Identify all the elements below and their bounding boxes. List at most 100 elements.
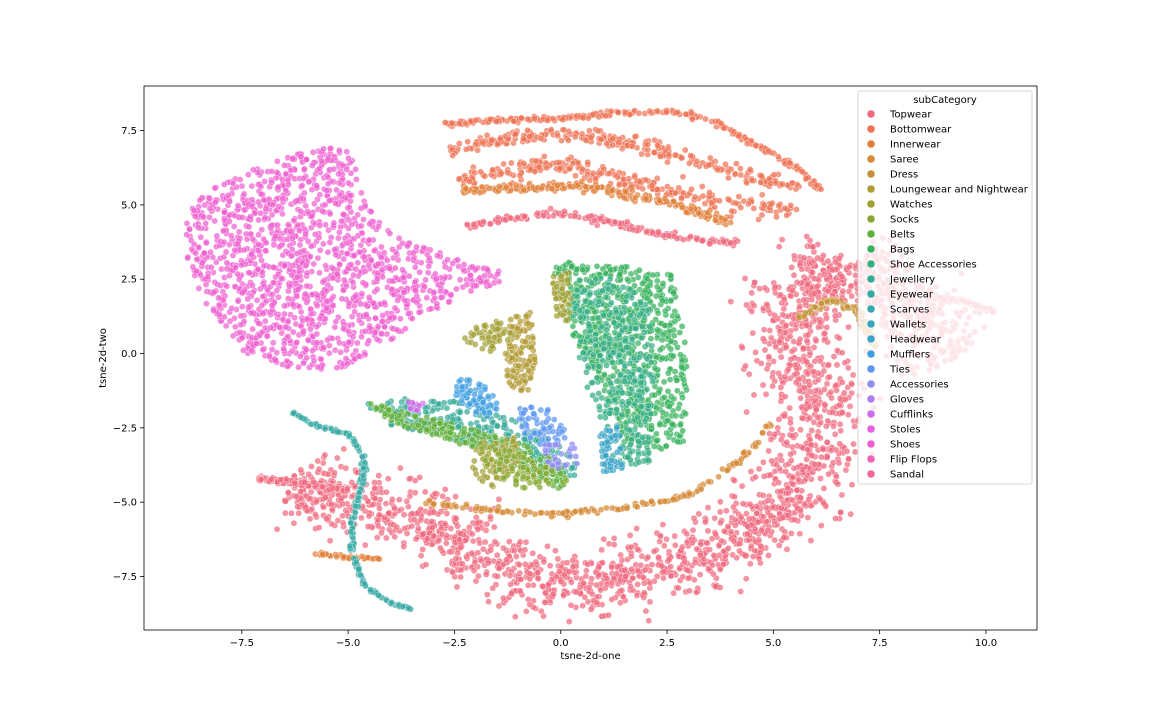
data-point [265, 353, 273, 360]
data-point [457, 573, 464, 581]
data-point [190, 207, 198, 214]
data-point [811, 357, 819, 365]
data-point [309, 148, 317, 156]
data-point [705, 161, 713, 169]
data-point [316, 246, 324, 254]
data-point [758, 191, 766, 199]
data-point [277, 476, 284, 484]
data-point [274, 221, 281, 229]
data-point [569, 160, 577, 167]
data-point [319, 278, 327, 286]
data-point [289, 300, 297, 308]
data-point [411, 287, 419, 294]
data-point [221, 208, 228, 216]
data-point [756, 285, 764, 292]
data-point [232, 264, 239, 271]
data-point [731, 522, 739, 529]
data-point [704, 527, 712, 535]
data-point [348, 479, 356, 486]
data-point [691, 193, 699, 201]
data-point [849, 371, 857, 379]
data-point [488, 137, 496, 144]
data-point [405, 272, 413, 280]
data-point [399, 266, 406, 274]
data-point [348, 221, 355, 228]
data-point [307, 305, 314, 313]
data-point [328, 500, 335, 508]
data-point [817, 434, 824, 442]
data-point [249, 166, 257, 174]
data-point [678, 194, 685, 202]
data-point [835, 334, 843, 342]
data-point [486, 282, 494, 289]
data-point [474, 146, 481, 154]
data-point [473, 519, 481, 527]
data-point [595, 563, 603, 571]
data-point [381, 514, 388, 521]
data-point [663, 108, 670, 116]
data-point [797, 394, 804, 402]
data-point [370, 300, 378, 307]
data-point [834, 280, 842, 288]
data-point [374, 522, 382, 530]
data-point [494, 219, 502, 226]
data-point [587, 134, 595, 142]
data-point [257, 476, 265, 483]
data-point [312, 511, 319, 518]
data-point [246, 269, 254, 277]
data-point [361, 541, 369, 549]
data-point [248, 250, 255, 258]
data-point [259, 346, 267, 354]
data-point [526, 601, 534, 608]
data-point [348, 493, 356, 500]
data-point [393, 523, 401, 531]
data-point [425, 262, 433, 270]
data-point [473, 282, 480, 289]
data-point [611, 218, 619, 226]
data-point [296, 227, 303, 235]
data-point [642, 195, 650, 202]
data-point [262, 317, 269, 325]
data-point [603, 575, 611, 582]
data-point [235, 228, 243, 236]
data-point [590, 216, 598, 224]
data-point [691, 559, 699, 566]
data-point [197, 233, 205, 241]
data-point [819, 446, 827, 453]
data-point [747, 137, 755, 145]
data-point [276, 323, 283, 331]
data-point [269, 291, 276, 298]
data-point [357, 222, 365, 230]
data-point [548, 576, 555, 583]
data-point [234, 297, 242, 305]
data-point [750, 302, 758, 310]
data-point [388, 286, 396, 293]
data-point [762, 504, 770, 512]
data-point [391, 533, 399, 541]
data-point [349, 333, 357, 341]
data-point [844, 411, 852, 419]
data-point [758, 211, 766, 219]
data-point [603, 140, 610, 148]
data-point [499, 594, 507, 602]
data-point [611, 171, 619, 179]
data-point [494, 573, 501, 580]
data-point [597, 135, 605, 143]
data-point [671, 151, 679, 159]
data-point [337, 348, 344, 356]
data-point [302, 261, 310, 269]
data-point [756, 549, 764, 556]
data-point [320, 503, 328, 511]
data-point [483, 131, 491, 139]
data-point [580, 579, 587, 587]
data-point [240, 346, 247, 354]
data-point [771, 283, 779, 291]
data-point [706, 546, 713, 553]
data-point [260, 196, 268, 204]
data-point [339, 286, 347, 294]
data-point [554, 132, 562, 140]
data-point [615, 189, 623, 196]
data-point [445, 298, 453, 306]
data-point [788, 432, 796, 440]
data-point [223, 259, 231, 267]
